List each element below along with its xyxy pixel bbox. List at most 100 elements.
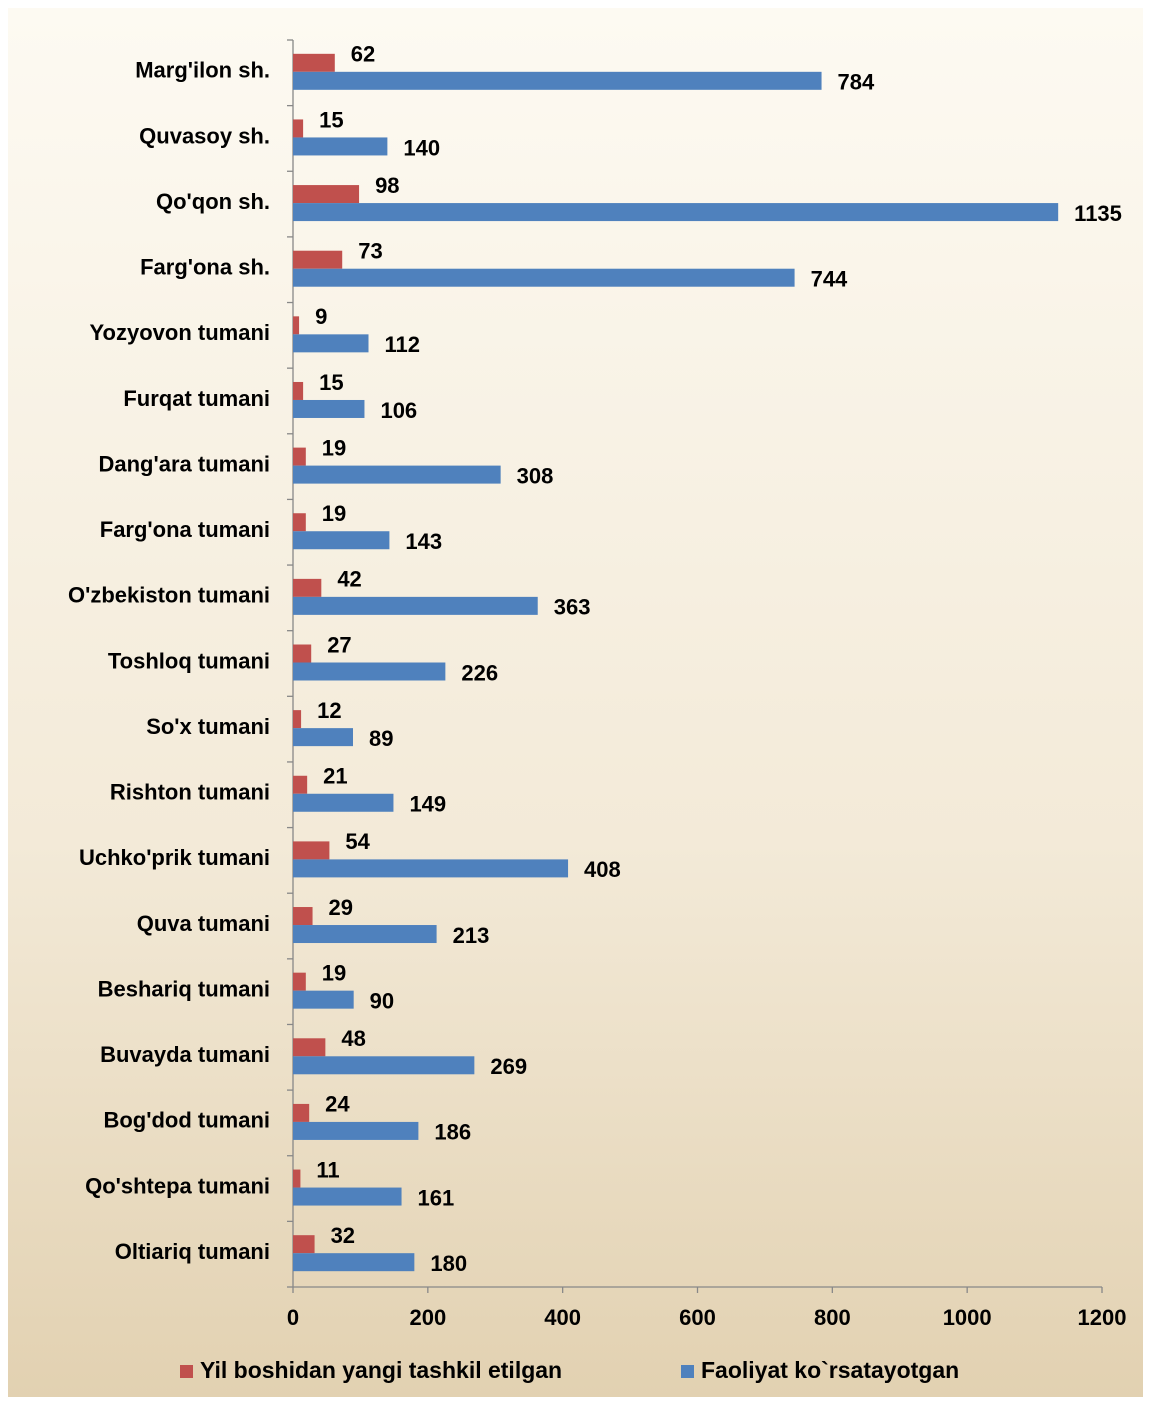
data-label: 161 (418, 1185, 455, 1210)
bar (293, 119, 304, 138)
x-tick-label: 1200 (1078, 1305, 1127, 1330)
bar (293, 793, 394, 812)
legend-label: Yil boshidan yangi tashkil etilgan (200, 1357, 562, 1383)
bar (293, 925, 437, 944)
bar (293, 644, 312, 663)
bar (293, 728, 354, 747)
bar (293, 859, 569, 878)
y-tick-label: Farg'ona tumani (100, 517, 270, 542)
bar (293, 596, 538, 615)
bar (293, 399, 365, 418)
data-label: 15 (319, 107, 343, 132)
bar (293, 268, 795, 287)
bar (293, 990, 354, 1009)
data-label: 784 (838, 70, 875, 95)
data-label: 42 (337, 567, 361, 592)
y-tick-label: Furqat tumani (123, 386, 270, 411)
x-tick-label: 200 (409, 1305, 446, 1330)
y-tick-label: Uchko'prik tumani (79, 845, 270, 870)
data-label: 226 (461, 660, 498, 685)
y-tick-label: Yozyovon tumani (90, 320, 271, 345)
bar (293, 841, 330, 860)
data-label: 408 (584, 857, 621, 882)
data-label: 11 (316, 1157, 339, 1182)
data-label: 180 (430, 1251, 467, 1276)
legend-swatch (180, 1365, 193, 1378)
data-label: 24 (325, 1092, 350, 1117)
data-label: 143 (405, 529, 442, 554)
bar (293, 1121, 419, 1140)
data-label: 89 (369, 726, 393, 751)
data-label: 98 (375, 173, 399, 198)
bar (293, 1038, 326, 1057)
data-label: 9 (315, 304, 327, 329)
data-label: 149 (409, 792, 446, 817)
data-label: 213 (453, 923, 490, 948)
bar (293, 316, 300, 335)
bar (293, 381, 304, 400)
data-label: 19 (322, 501, 346, 526)
y-tick-label: O'zbekiston tumani (68, 583, 270, 608)
bar (293, 775, 308, 794)
bar (293, 662, 446, 681)
bar (293, 578, 322, 597)
data-label: 186 (434, 1120, 471, 1145)
data-label: 73 (358, 239, 382, 264)
y-tick-label: Marg'ilon sh. (135, 58, 270, 83)
y-tick-label: Oltiariq tumani (115, 1239, 270, 1264)
data-label: 106 (380, 398, 417, 423)
data-label: 48 (341, 1026, 365, 1051)
bar (293, 1235, 315, 1254)
data-label: 19 (322, 960, 346, 985)
bar (293, 1056, 475, 1075)
data-label: 62 (351, 42, 375, 67)
data-label: 744 (811, 267, 848, 292)
x-tick-label: 800 (814, 1305, 851, 1330)
bar (293, 1103, 310, 1122)
y-tick-label: Rishton tumani (110, 780, 270, 805)
y-tick-label: Beshariq tumani (98, 976, 270, 1001)
bar (293, 203, 1059, 222)
legend-swatch (681, 1365, 694, 1378)
data-label: 21 (323, 764, 347, 789)
bar (293, 465, 501, 484)
legend-label: Faoliyat ko`rsatayotgan (701, 1357, 959, 1383)
x-tick-label: 600 (679, 1305, 716, 1330)
y-tick-label: Quva tumani (137, 911, 270, 936)
x-tick-label: 1000 (943, 1305, 992, 1330)
y-tick-label: Dang'ara tumani (99, 451, 271, 476)
x-tick-label: 400 (544, 1305, 581, 1330)
y-tick-label: Toshloq tumani (108, 648, 270, 673)
y-tick-label: Qo'shtepa tumani (85, 1173, 270, 1198)
y-tick-label: Qo'qon sh. (156, 189, 270, 214)
data-label: 19 (322, 435, 346, 460)
bar (293, 334, 369, 353)
data-label: 140 (403, 135, 440, 160)
data-label: 29 (329, 895, 353, 920)
bar (293, 1187, 402, 1206)
y-tick-label: Quvasoy sh. (139, 123, 270, 148)
bar (293, 907, 313, 926)
bar (293, 53, 335, 72)
bar (293, 513, 306, 532)
bar (293, 531, 390, 550)
chart-background (8, 8, 1143, 1397)
bar (293, 1169, 301, 1188)
data-label: 12 (317, 698, 341, 723)
data-label: 112 (385, 332, 421, 357)
bar (293, 710, 302, 729)
data-label: 308 (517, 463, 554, 488)
bar (293, 137, 388, 156)
data-label: 1135 (1074, 201, 1122, 226)
bar (293, 71, 822, 90)
data-label: 363 (554, 595, 591, 620)
y-tick-label: Farg'ona sh. (140, 255, 270, 280)
bar (293, 185, 360, 204)
data-label: 54 (345, 829, 370, 854)
y-tick-label: Buvayda tumani (100, 1042, 270, 1067)
data-label: 32 (331, 1223, 355, 1248)
bar (293, 250, 343, 269)
bar (293, 1253, 415, 1272)
